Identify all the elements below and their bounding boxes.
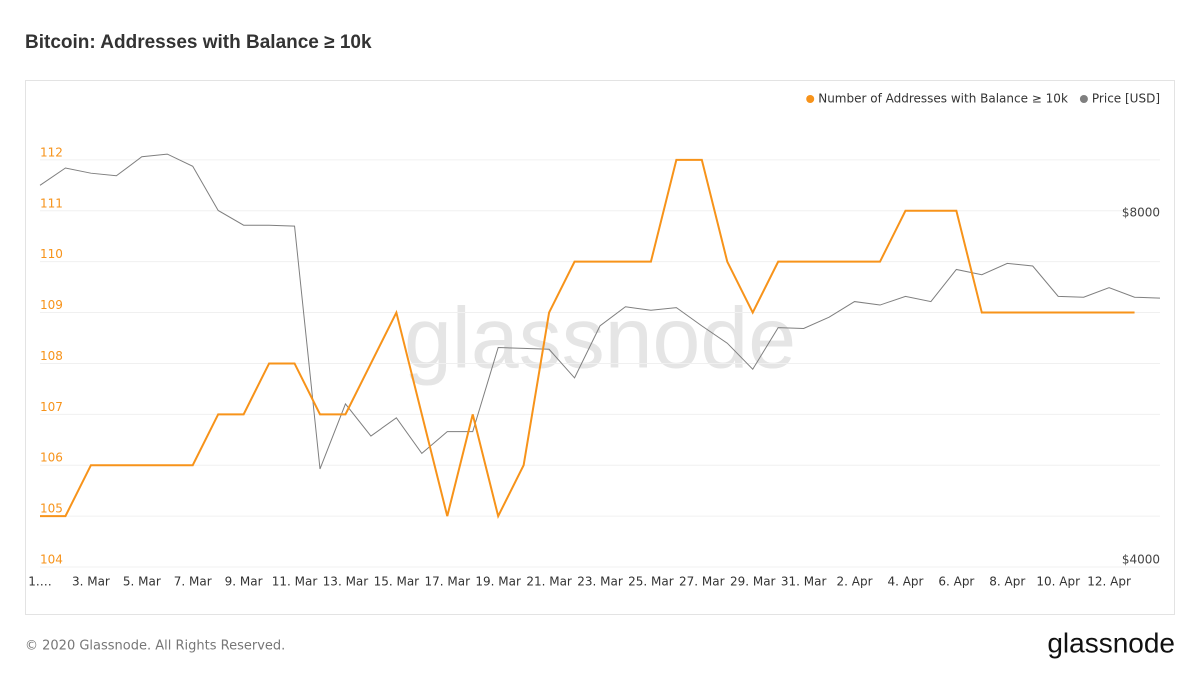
x-tick-label: 21. Mar [526,575,572,589]
y-tick-label: 106 [40,451,63,465]
x-tick-label: 6. Apr [938,575,974,589]
x-tick-label: 23. Mar [577,575,623,589]
x-tick-label: 19. Mar [475,575,521,589]
x-tick-label: 10. Apr [1036,575,1080,589]
x-tick-label: 3. Mar [72,575,110,589]
x-tick-label: 8. Apr [989,575,1025,589]
x-tick-label: 25. Mar [628,575,674,589]
x-tick-label: 9. Mar [225,575,263,589]
x-tick-label: 27. Mar [679,575,725,589]
x-tick-label: 29. Mar [730,575,776,589]
y-tick-label: 108 [40,349,63,363]
x-tick-label: 15. Mar [374,575,420,589]
x-tick-label: 7. Mar [174,575,212,589]
watermark: glassnode [404,291,796,387]
y2-tick-label: $4000 [1122,553,1160,567]
chart-frame [25,80,1175,615]
legend-label: Number of Addresses with Balance ≥ 10k [818,92,1068,106]
legend-marker [806,95,815,103]
x-tick-label: 12. Apr [1087,575,1131,589]
footer: © 2020 Glassnode. All Rights Reserved. [25,639,285,654]
x-tick-label: 11. Mar [272,575,318,589]
legend-label: Price [USD] [1092,92,1160,106]
logo: glassnode [1047,627,1175,658]
y-tick-label: 107 [40,400,63,414]
y-tick-label: 105 [40,502,63,516]
series-line [40,158,1135,519]
x-tick-label: 2. Apr [837,575,873,589]
y-tick-label: 111 [40,196,63,210]
x-tick-label: 31. Mar [781,575,827,589]
y-tick-label: 112 [40,145,63,159]
series-line [39,153,1161,470]
y-tick-label: 109 [40,298,63,312]
x-tick-label: 4. Apr [887,575,923,589]
x-tick-label: 17. Mar [424,575,470,589]
y-tick-label: 104 [40,553,63,567]
x-tick-label: 5. Mar [123,575,161,589]
x-tick-label: 1.… [28,575,51,589]
y-tick-label: 110 [40,247,63,261]
y2-tick-label: $8000 [1122,206,1160,220]
x-tick-label: 13. Mar [323,575,369,589]
legend-marker [1079,95,1088,103]
chart-title: Bitcoin: Addresses with Balance ≥ 10k [25,32,372,53]
